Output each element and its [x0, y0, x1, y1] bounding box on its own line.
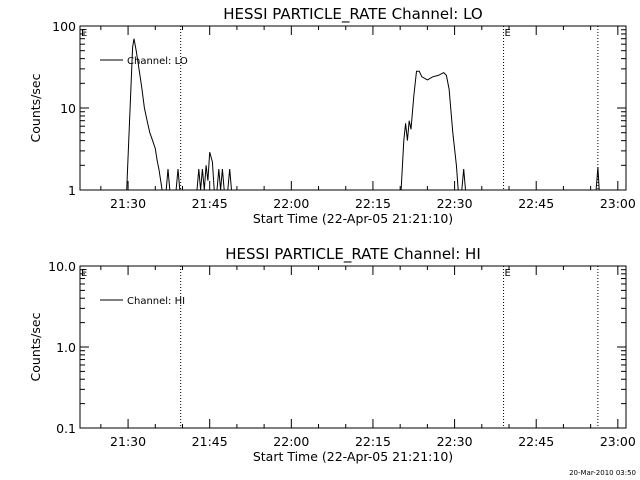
- start-flag: E: [81, 28, 87, 39]
- plot-frame: [79, 265, 627, 429]
- chart-title: HESSI PARTICLE_RATE Channel: HI: [225, 245, 481, 264]
- y-axis-label: Counts/sec: [28, 73, 43, 142]
- chart-panel: HESSI PARTICLE_RATE Channel: LO Start Tim…: [28, 5, 636, 226]
- x-tick-label: 22:30: [437, 434, 473, 449]
- series-line: [126, 38, 163, 191]
- series-line: [165, 169, 171, 191]
- x-tick-label: 23:00: [600, 196, 636, 211]
- start-flag: E: [81, 268, 87, 279]
- x-axis-label: Start Time (22-Apr-05 21:21:10): [253, 211, 453, 226]
- legend-label: Channel: HI: [127, 296, 185, 307]
- y-tick-label: 10: [60, 101, 76, 116]
- plot-frame: [79, 25, 627, 191]
- event-marker-label: E: [505, 28, 511, 39]
- series-line: [216, 169, 225, 191]
- x-tick-label: 21:45: [192, 196, 228, 211]
- y-axis-label: Counts/sec: [28, 312, 43, 381]
- x-tick-label: 22:00: [273, 196, 309, 211]
- chart-title: HESSI PARTICLE_RATE Channel: LO: [223, 5, 482, 24]
- x-axis-label: Start Time (22-Apr-05 21:21:10): [253, 449, 453, 464]
- chart-panel: HESSI PARTICLE_RATE Channel: HI Start Tim…: [28, 245, 636, 464]
- x-tick-label: 22:15: [355, 196, 391, 211]
- x-tick-label: 23:00: [600, 434, 636, 449]
- legend-label: Channel: LO: [127, 56, 188, 67]
- x-tick-label: 22:45: [518, 196, 554, 211]
- series-line: [461, 169, 466, 191]
- series-line: [400, 70, 459, 191]
- y-tick-label: 0.1: [56, 421, 76, 436]
- y-tick-label: 1: [68, 183, 76, 198]
- footer-timestamp: 20-Mar-2010 03:50: [569, 469, 636, 477]
- x-tick-label: 22:00: [273, 434, 309, 449]
- y-tick-label: 1.0: [56, 340, 76, 355]
- event-marker-label: E: [505, 268, 511, 279]
- series-line: [227, 169, 232, 191]
- x-tick-label: 21:30: [110, 196, 146, 211]
- y-tick-label: 10.0: [48, 259, 76, 274]
- x-tick-label: 22:30: [437, 196, 473, 211]
- series-line: [595, 167, 600, 191]
- y-tick-label: 100: [52, 19, 76, 34]
- series-line: [175, 169, 181, 191]
- series-line: [196, 151, 215, 191]
- x-tick-label: 22:45: [518, 434, 554, 449]
- x-tick-label: 21:45: [192, 434, 228, 449]
- x-tick-label: 21:30: [110, 434, 146, 449]
- x-tick-label: 22:15: [355, 434, 391, 449]
